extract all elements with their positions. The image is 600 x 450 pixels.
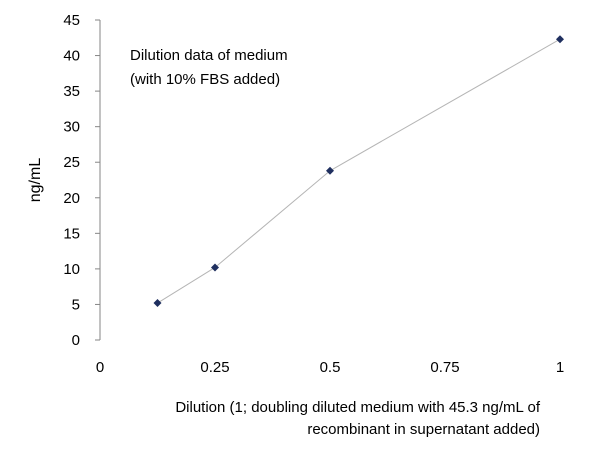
- y-axis-ticks: 0 5 10 15 20 25 30 35 40 45: [63, 12, 100, 349]
- x-tick-label: 0.25: [200, 359, 229, 376]
- x-axis-title-line-2: recombinant in supernatant added): [307, 421, 540, 438]
- x-tick-label: 1: [556, 359, 564, 376]
- series-points-group: [153, 35, 564, 308]
- y-tick-label: 35: [63, 83, 80, 100]
- x-axis-ticks: 0 0.25 0.5 0.75 1: [96, 359, 564, 376]
- x-tick-label: 0.75: [430, 359, 459, 376]
- y-tick-label: 20: [63, 190, 80, 207]
- y-tick-label: 5: [72, 296, 80, 313]
- data-point-marker: [153, 299, 162, 308]
- data-point-marker: [326, 166, 334, 175]
- y-tick-label: 30: [63, 119, 80, 136]
- x-axis-title-line-1: Dilution (1; doubling diluted medium wit…: [175, 399, 540, 416]
- series-line-group: [157, 38, 561, 304]
- y-tick-label: 40: [63, 48, 80, 65]
- y-tick-label: 25: [63, 154, 80, 171]
- y-tick-label: 0: [72, 332, 80, 349]
- data-point-marker: [556, 35, 564, 44]
- series-line: [157, 38, 561, 304]
- x-tick-label: 0.5: [320, 359, 341, 376]
- y-tick-label: 45: [63, 12, 80, 29]
- chart-annotation-line-1: Dilution data of medium: [130, 47, 288, 64]
- y-axis-title: ng/mL: [27, 158, 44, 203]
- y-tick-label: 10: [63, 261, 80, 278]
- data-point-marker: [211, 263, 219, 272]
- x-tick-label: 0: [96, 359, 104, 376]
- y-tick-label: 15: [63, 225, 80, 242]
- chart-annotation-line-2: (with 10% FBS added): [130, 71, 280, 88]
